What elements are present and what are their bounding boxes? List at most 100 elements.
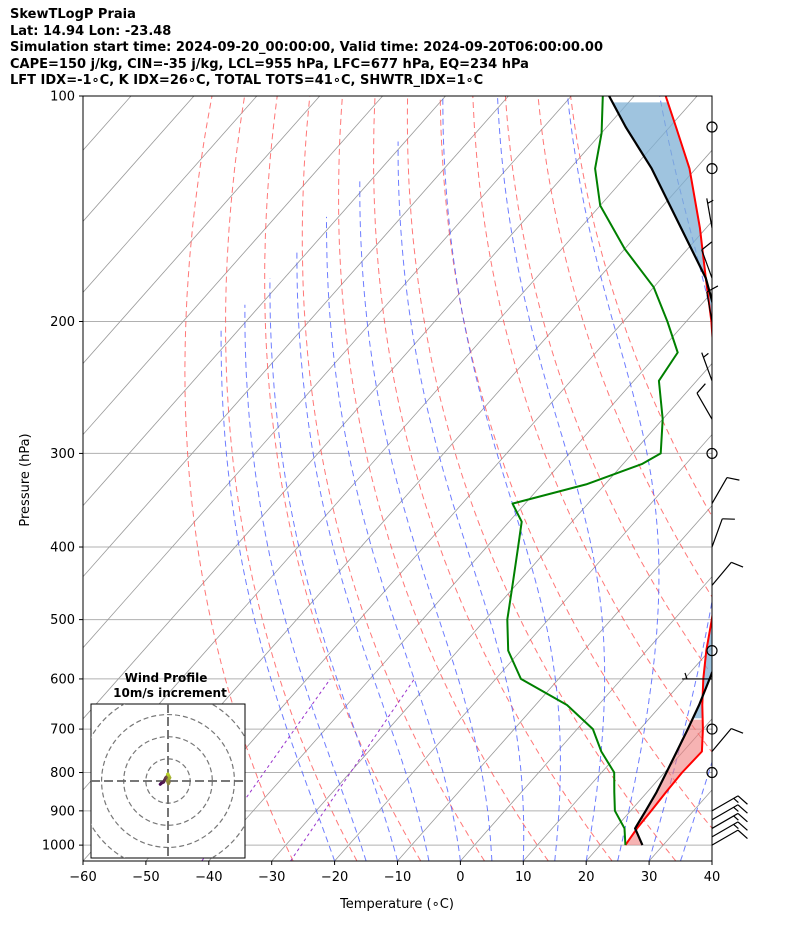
wind-barb-half-flag bbox=[684, 672, 688, 680]
dry-adiabat bbox=[184, 96, 294, 861]
isotherm-line bbox=[145, 220, 712, 861]
mixing-ratio-line bbox=[201, 678, 331, 861]
hodograph-subtitle: 10m/s increment bbox=[113, 686, 227, 700]
wind-barb-flag bbox=[737, 821, 748, 831]
wind-barb-flag bbox=[696, 383, 706, 394]
isotherm-line bbox=[83, 96, 509, 578]
x-tick-label: 30 bbox=[641, 870, 658, 885]
isotherm-line bbox=[271, 362, 712, 861]
moist-adiabat bbox=[711, 859, 712, 861]
wind-barb-flag bbox=[737, 829, 748, 839]
wind-barb-half-flag bbox=[707, 199, 714, 204]
calm-wind-circle bbox=[706, 766, 718, 779]
y-tick-label: 400 bbox=[50, 541, 75, 556]
isotherm-line bbox=[83, 96, 383, 436]
y-tick-label: 200 bbox=[50, 315, 75, 330]
wind-barb-flag bbox=[731, 727, 744, 734]
wind-barb-half-flag bbox=[733, 806, 739, 812]
moist-adiabat bbox=[680, 760, 712, 861]
indices-line: LFT IDX=-1∘C, K IDX=26∘C, TOTAL TOTS=41∘… bbox=[10, 73, 484, 89]
cape-area bbox=[612, 102, 712, 719]
isotherm-line bbox=[83, 96, 635, 720]
x-tick-label: 20 bbox=[578, 870, 595, 885]
wind-barb-half-flag bbox=[703, 352, 709, 358]
y-tick-label: 800 bbox=[50, 766, 75, 781]
x-tick-label: −50 bbox=[132, 870, 159, 885]
x-tick-label: −20 bbox=[321, 870, 348, 885]
x-tick-label: −60 bbox=[69, 870, 96, 885]
moist-adiabat bbox=[442, 96, 561, 861]
isotherm-line bbox=[397, 505, 712, 861]
y-tick-label: 300 bbox=[50, 447, 75, 462]
wind-barb-staff bbox=[711, 518, 723, 548]
x-tick-label: −30 bbox=[258, 870, 285, 885]
hodograph-title: Wind Profile bbox=[125, 671, 208, 685]
dry-adiabat bbox=[439, 96, 712, 829]
x-tick-label: 40 bbox=[704, 870, 721, 885]
dry-adiabat bbox=[225, 96, 358, 861]
wind-barb-flag bbox=[701, 241, 713, 251]
dewpoint-line bbox=[506, 96, 679, 846]
profile-lines bbox=[506, 96, 712, 846]
x-tick-label: 10 bbox=[515, 870, 532, 885]
x-tick-label: −10 bbox=[384, 870, 411, 885]
dry-adiabat bbox=[338, 96, 549, 861]
dry-adiabat bbox=[472, 96, 712, 753]
y-tick-label: 600 bbox=[50, 672, 75, 687]
dry-adiabat bbox=[373, 96, 613, 861]
moist-adiabat bbox=[497, 96, 606, 861]
moist-adiabat bbox=[269, 278, 398, 861]
moist-adiabat bbox=[567, 96, 660, 861]
y-tick-label: 700 bbox=[50, 723, 75, 738]
calm-wind-circle bbox=[706, 447, 718, 460]
wind-barb-staff bbox=[711, 728, 732, 752]
dry-adiabat bbox=[301, 96, 485, 861]
y-tick-label: 100 bbox=[50, 90, 75, 105]
wind-barb-half-flag bbox=[733, 823, 739, 830]
axes: −60 −50 −40 −30 −20 −10 0 10 20 30 40 1000 900 800 700… bbox=[42, 90, 720, 886]
y-tick-label: 500 bbox=[50, 613, 75, 628]
isotherm-line bbox=[460, 576, 712, 861]
isotherm-line bbox=[83, 96, 572, 649]
moist-adiabat bbox=[326, 216, 461, 861]
wind-barb-flag bbox=[731, 561, 744, 568]
wind-barb-staff bbox=[711, 561, 732, 586]
wind-barb-flag bbox=[726, 477, 740, 481]
calm-wind-circle bbox=[706, 645, 718, 657]
moist-adiabat bbox=[359, 181, 493, 861]
y-axis-label: Pressure (hPa) bbox=[18, 433, 33, 526]
moist-adiabat bbox=[296, 248, 430, 861]
time-line: Simulation start time: 2024-09-20_00:00:… bbox=[10, 40, 603, 56]
isotherm-line bbox=[711, 860, 712, 861]
wind-barb-staff bbox=[701, 352, 713, 382]
isotherm-line bbox=[208, 291, 712, 861]
y-tick-label: 900 bbox=[50, 804, 75, 819]
x-tick-label: −40 bbox=[195, 870, 222, 885]
wind-barb-staff bbox=[696, 392, 713, 420]
wind-barb-flag bbox=[737, 795, 748, 805]
x-tick-label: 0 bbox=[456, 870, 464, 885]
moist-adiabat bbox=[244, 304, 367, 861]
isotherm-line bbox=[83, 96, 446, 507]
parcel-line bbox=[608, 96, 712, 846]
wind-barb-half-flag bbox=[733, 815, 739, 821]
hodograph-body bbox=[91, 704, 245, 858]
wind-barb-staff bbox=[706, 291, 713, 322]
wind-barb-flag bbox=[737, 804, 748, 814]
location-line: Lat: 14.94 Lon: -23.48 bbox=[10, 23, 172, 39]
isotherm-line bbox=[83, 96, 321, 365]
calm-wind-circle bbox=[706, 121, 718, 133]
cape-line: CAPE=150 j/kg, CIN=-35 j/kg, LCL=955 hPa… bbox=[10, 56, 529, 72]
chart-header: SkewTLogP Praia Lat: 14.94 Lon: -23.48 S… bbox=[10, 7, 603, 90]
dry-adiabat bbox=[264, 96, 422, 861]
x-axis-label: Temperature (∘C) bbox=[339, 897, 454, 912]
calm-wind-circle bbox=[706, 723, 718, 735]
isotherm-line bbox=[523, 647, 712, 861]
wind-barb-staff bbox=[706, 198, 713, 229]
moist-adiabat bbox=[648, 96, 712, 861]
isotherm-line bbox=[83, 96, 258, 294]
mixing-ratio-line bbox=[290, 678, 415, 861]
wind-barb-staff bbox=[701, 249, 713, 279]
